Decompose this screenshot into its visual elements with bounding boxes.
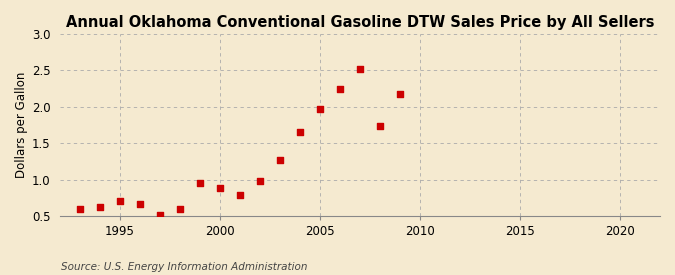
Point xyxy=(115,199,126,204)
Point xyxy=(275,158,286,162)
Point xyxy=(354,67,365,71)
Point xyxy=(215,186,225,191)
Point xyxy=(335,87,346,92)
Point xyxy=(254,179,265,183)
Text: Source: U.S. Energy Information Administration: Source: U.S. Energy Information Administ… xyxy=(61,262,307,272)
Point xyxy=(234,193,245,197)
Title: Annual Oklahoma Conventional Gasoline DTW Sales Price by All Sellers: Annual Oklahoma Conventional Gasoline DT… xyxy=(65,15,654,30)
Point xyxy=(174,207,185,211)
Y-axis label: Dollars per Gallon: Dollars per Gallon xyxy=(15,72,28,178)
Point xyxy=(315,107,325,111)
Point xyxy=(134,201,145,206)
Point xyxy=(294,130,305,134)
Point xyxy=(74,207,85,211)
Point xyxy=(155,212,165,217)
Point xyxy=(95,205,105,210)
Point xyxy=(194,181,205,185)
Point xyxy=(375,124,385,129)
Point xyxy=(394,92,405,96)
